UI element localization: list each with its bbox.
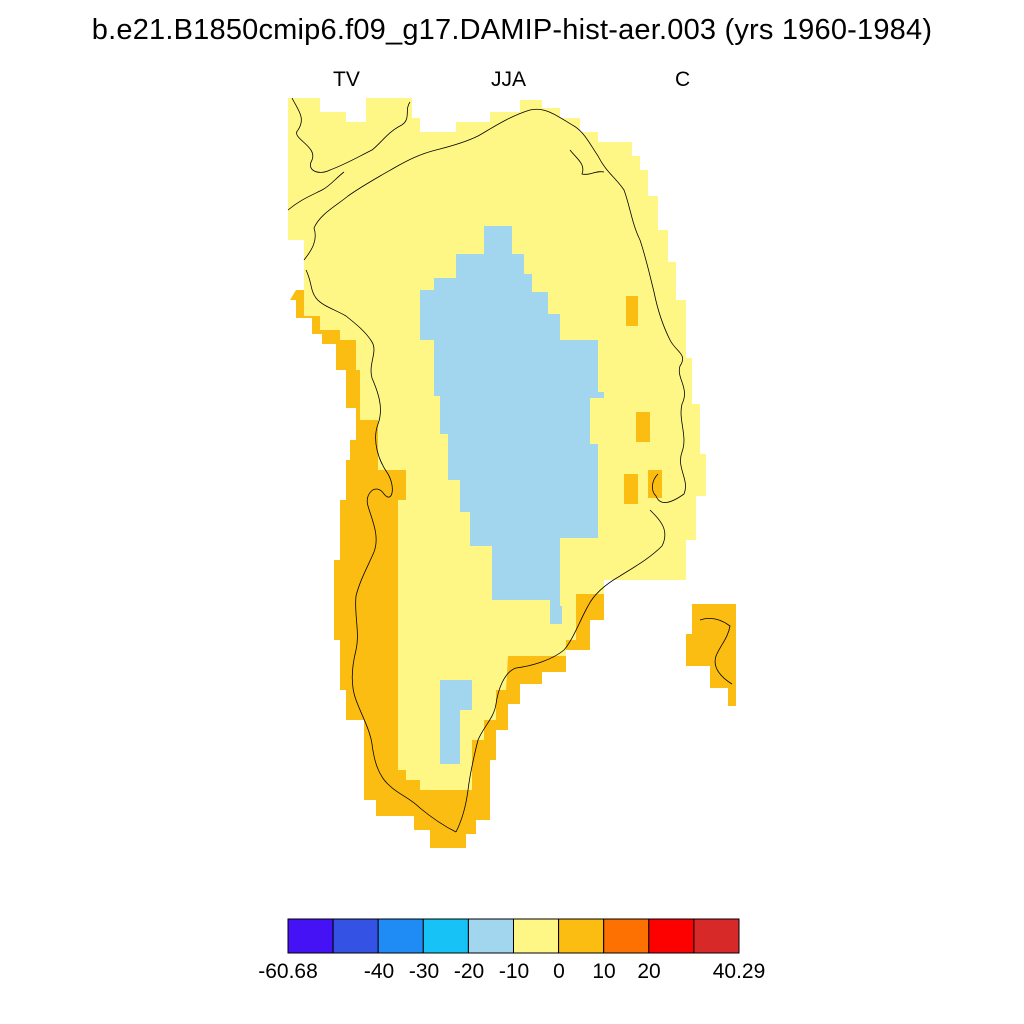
coastline	[287, 97, 733, 833]
colorbar-swatch	[693, 918, 740, 954]
colorbar-swatch	[648, 918, 695, 954]
colorbar-swatch	[287, 918, 334, 954]
patch-east-1	[626, 296, 638, 326]
figure-title: b.e21.B1850cmip6.f09_g17.DAMIP-hist-aer.…	[91, 14, 933, 46]
region-neg20-10-south	[440, 680, 472, 764]
colorbar-swatch	[332, 918, 379, 954]
subtitle-season: JJA	[491, 68, 527, 91]
colorbar-swatch	[603, 918, 650, 954]
colorbar-label: 0	[553, 960, 565, 983]
patch-east-2	[636, 412, 650, 442]
region-pos0-10-west	[290, 290, 466, 848]
region-neg20-10	[420, 226, 604, 624]
region-iceland	[686, 596, 736, 706]
region-pos0-10-southeast-b	[566, 594, 604, 650]
colorbar-swatch	[558, 918, 605, 954]
colorbar-label: 20	[637, 960, 661, 983]
colorbar-label: 10	[592, 960, 616, 983]
region-pos0-10-southeast	[466, 656, 566, 834]
colorbar-swatch	[467, 918, 514, 954]
colorbar-label: -40	[363, 960, 395, 983]
subtitle-units: C	[675, 68, 691, 91]
subtitle-variable: TV	[333, 68, 360, 91]
colorbar-label: -30	[408, 960, 440, 983]
patch-east-3	[624, 474, 638, 504]
colorbar-swatch	[422, 918, 469, 954]
colorbar-label: -10	[498, 960, 530, 983]
colorbar-swatch	[377, 918, 424, 954]
patch-east-4	[648, 470, 662, 498]
colorbar-swatch	[513, 918, 560, 954]
colorbar-label: -20	[453, 960, 485, 983]
colorbar-label-min: -60.68	[258, 960, 318, 983]
colorbar-label-max: 40.29	[712, 960, 766, 983]
